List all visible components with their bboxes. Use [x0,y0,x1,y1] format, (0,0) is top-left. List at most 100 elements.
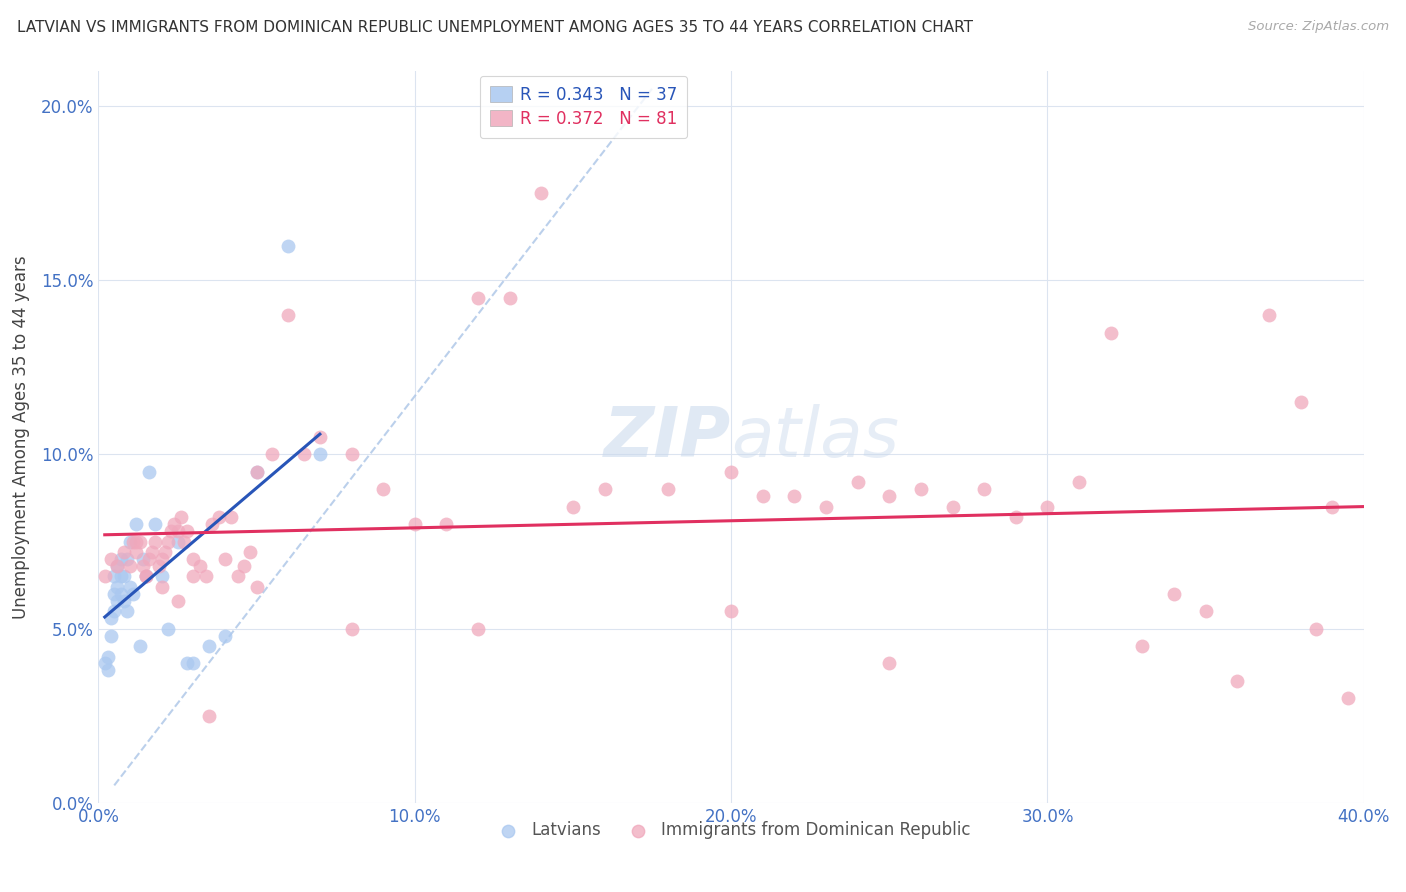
Point [877,657,900,671]
Point [214,629,236,643]
Point [120,534,141,549]
Point [115,604,138,618]
Point [145,517,166,532]
Point [208,510,231,524]
Point [1130,639,1153,653]
Point [100,611,122,625]
Point [122,534,145,549]
Point [657,483,679,497]
Point [93,657,117,671]
Point [150,552,173,566]
Point [169,510,191,524]
Point [561,500,585,514]
Point [103,587,125,601]
Point [173,534,195,549]
Point [100,552,122,566]
Point [277,238,299,252]
Point [176,657,198,671]
Point [153,545,176,559]
Point [814,500,837,514]
Point [910,483,932,497]
Point [160,524,183,538]
Point [846,475,869,490]
Point [436,517,458,532]
Point [132,558,155,573]
Point [112,569,135,583]
Point [201,517,224,532]
Point [100,629,122,643]
Point [138,465,160,479]
Point [110,569,132,583]
Point [1305,622,1327,636]
Point [1257,308,1279,322]
Point [214,552,236,566]
Point [110,552,132,566]
Point [1226,673,1249,688]
Point [340,622,363,636]
Point [1322,500,1344,514]
Point [112,594,135,608]
Point [783,489,806,503]
Point [166,524,188,538]
Point [1067,475,1090,490]
Point [1337,691,1360,706]
Point [1099,326,1122,340]
Point [103,604,125,618]
Point [277,308,299,322]
Point [340,448,363,462]
Point [166,594,188,608]
Point [135,569,157,583]
Point [1036,500,1059,514]
Point [1163,587,1185,601]
Point [1004,510,1026,524]
Point [246,580,269,594]
Point [166,534,188,549]
Text: ZIP: ZIP [603,403,731,471]
Point [125,517,148,532]
Point [183,657,205,671]
Point [593,483,616,497]
Point [498,291,520,305]
Point [467,622,489,636]
Point [157,622,180,636]
Point [239,545,262,559]
Point [183,552,205,566]
Point [219,510,243,524]
Point [141,545,163,559]
Point [112,545,135,559]
Point [107,558,129,573]
Point [148,558,170,573]
Point [132,552,155,566]
Point [720,604,742,618]
Point [233,558,256,573]
Point [122,587,145,601]
Point [110,587,132,601]
Point [97,664,120,678]
Point [135,569,157,583]
Point [292,448,315,462]
Point [163,517,186,532]
Point [138,552,160,566]
Point [404,517,426,532]
Point [194,569,218,583]
Point [246,465,269,479]
Point [262,448,284,462]
Point [120,580,141,594]
Point [1289,395,1312,409]
Point [176,524,198,538]
Point [115,552,138,566]
Point [309,430,332,444]
Point [371,483,394,497]
Point [877,489,900,503]
Point [942,500,965,514]
Point [107,580,129,594]
Point [128,639,150,653]
Point [188,558,211,573]
Point [128,534,150,549]
Point [530,186,553,201]
Point [183,569,205,583]
Point [145,534,166,549]
Point [135,569,157,583]
Point [157,534,180,549]
Point [198,708,221,723]
